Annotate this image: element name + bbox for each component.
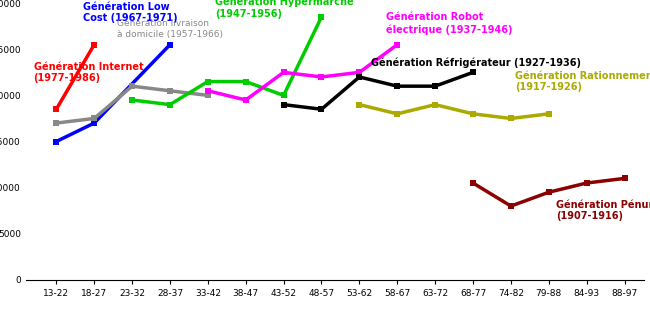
Text: Génération Robot
électrique (1937-1946): Génération Robot électrique (1937-1946) — [386, 12, 512, 35]
Text: Génération Pénurie
(1907-1916): Génération Pénurie (1907-1916) — [556, 200, 650, 221]
Text: Génération Internet
(1977-1986): Génération Internet (1977-1986) — [34, 62, 143, 83]
Text: Génération Rationnement
(1917-1926): Génération Rationnement (1917-1926) — [515, 71, 650, 92]
Text: Génération livraison
à domicile (1957-1966): Génération livraison à domicile (1957-19… — [117, 19, 223, 39]
Text: Génération Réfrigérateur (1927-1936): Génération Réfrigérateur (1927-1936) — [370, 58, 580, 68]
Text: Génération Low
Cost (1967-1971): Génération Low Cost (1967-1971) — [83, 2, 177, 23]
Text: Génération Hypermarché
(1947-1956): Génération Hypermarché (1947-1956) — [215, 0, 354, 19]
